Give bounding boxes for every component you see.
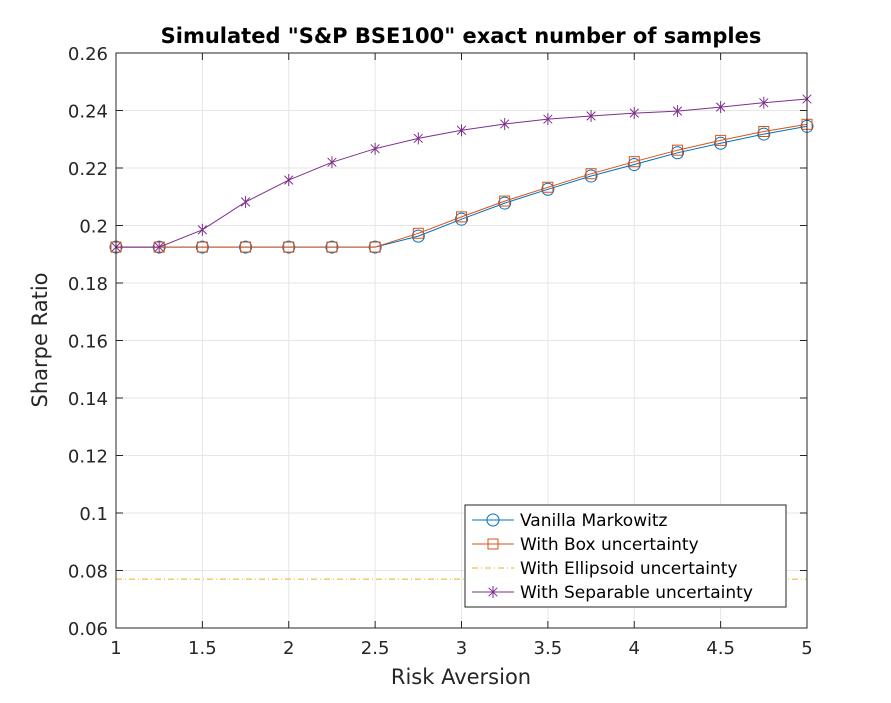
data-point <box>715 101 726 114</box>
y-tick-label: 0.14 <box>68 389 108 410</box>
x-tick-label: 3.5 <box>534 638 563 659</box>
series-1 <box>110 118 813 253</box>
data-point <box>456 124 467 137</box>
legend-item: With Separable uncertainty <box>472 583 753 603</box>
data-point <box>327 156 337 169</box>
data-point <box>284 174 294 187</box>
legend-label: With Ellipsoid uncertainty <box>520 559 738 579</box>
legend-item: With Box uncertainty <box>472 535 699 555</box>
data-point <box>370 142 380 155</box>
y-tick-label: 0.2 <box>79 217 108 238</box>
data-point <box>326 241 338 253</box>
x-axis-label: Risk Aversion <box>391 665 531 689</box>
data-point <box>585 168 597 180</box>
y-tick-label: 0.24 <box>68 102 108 123</box>
data-point <box>671 144 683 156</box>
x-tick-label: 1.5 <box>188 638 217 659</box>
y-tick-label: 0.18 <box>68 274 108 295</box>
data-point <box>758 125 770 137</box>
legend-box <box>464 504 787 608</box>
data-point <box>543 113 553 126</box>
data-point <box>154 241 164 254</box>
data-point <box>456 211 467 223</box>
legend-item: Vanilla Markowitz <box>472 511 667 531</box>
data-point <box>757 127 771 141</box>
data-point <box>672 105 683 118</box>
data-point <box>714 136 728 150</box>
y-tick-label: 0.06 <box>68 619 108 640</box>
y-tick-label: 0.22 <box>68 159 108 180</box>
data-point <box>499 195 511 207</box>
x-tick-label: 4 <box>629 638 640 659</box>
x-tick-label: 1 <box>110 638 121 659</box>
data-point <box>500 118 510 131</box>
y-tick-label: 0.12 <box>68 447 108 468</box>
legend-marker <box>487 538 499 550</box>
data-point <box>283 241 295 253</box>
legend-label: Vanilla Markowitz <box>520 511 667 531</box>
chart-title: Simulated "S&P BSE100" exact number of s… <box>161 24 762 48</box>
data-point <box>628 156 640 168</box>
data-point <box>411 229 425 243</box>
data-point <box>670 146 684 160</box>
legend-item: With Ellipsoid uncertainty <box>472 559 738 579</box>
data-point <box>240 195 251 208</box>
legend-label: With Box uncertainty <box>520 535 699 555</box>
y-tick-label: 0.1 <box>79 504 108 525</box>
y-tick-label: 0.16 <box>68 332 108 353</box>
data-point <box>542 181 554 193</box>
y-axis-label: Sharpe Ratio <box>28 273 52 408</box>
ticks-layer: 1 1.5 2 2.5 3 3.5 4 4.5 5 0.06 0.08 0.1 0.12 0.14 0.16… <box>68 44 813 659</box>
x-tick-label: 2.5 <box>361 638 390 659</box>
data-point <box>197 223 208 236</box>
legend-label: With Separable uncertainty <box>520 583 753 603</box>
series-line <box>116 123 808 248</box>
y-tick-label: 0.26 <box>68 44 108 65</box>
data-point <box>240 241 252 253</box>
y-tick-label: 0.08 <box>68 562 108 583</box>
data-point <box>413 132 423 145</box>
data-point <box>627 158 641 172</box>
x-tick-label: 4.5 <box>706 638 735 659</box>
data-point <box>586 109 596 122</box>
legend-marker <box>488 586 498 598</box>
legend: Vanilla Markowitz With Box uncertainty Wit… <box>464 504 787 608</box>
data-point <box>196 241 208 253</box>
data-point <box>629 107 639 120</box>
x-tick-label: 3 <box>456 638 467 659</box>
data-point <box>369 241 381 253</box>
data-point <box>412 227 424 239</box>
x-tick-label: 5 <box>801 638 812 659</box>
data-point <box>715 134 727 146</box>
x-tick-label: 2 <box>283 638 294 659</box>
data-point <box>759 96 769 109</box>
legend-marker <box>486 513 500 527</box>
